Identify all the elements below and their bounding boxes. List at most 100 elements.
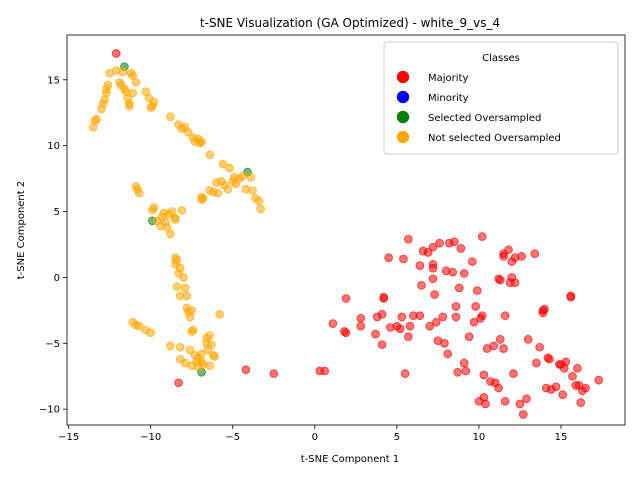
point-majority-56 (459, 358, 469, 368)
y-tick-label-0: −10 (39, 405, 60, 416)
point-majority-1 (174, 378, 183, 388)
point-majority-90 (515, 399, 525, 409)
point-majority-78 (499, 344, 508, 353)
point-majority-25 (404, 332, 413, 342)
x-tick-label-1: −10 (140, 432, 161, 443)
legend-label-minority: Minority (428, 93, 469, 104)
point-majority-29 (415, 311, 425, 320)
point-not-selected-oversampled-67 (225, 163, 234, 173)
point-not-selected-oversampled-43 (171, 215, 180, 224)
point-majority-83 (504, 245, 513, 255)
point-majority-87 (509, 369, 518, 378)
point-majority-11 (356, 321, 366, 331)
x-axis-label: t-SNE Component 1 (301, 454, 399, 465)
point-not-selected-oversampled-54 (197, 137, 206, 147)
legend-title: Classes (482, 53, 520, 64)
point-majority-74 (494, 383, 503, 393)
point-majority-59 (468, 257, 477, 266)
point-majority-76 (495, 335, 505, 344)
point-majority-17 (379, 292, 389, 302)
y-tick-label-2: 0 (54, 273, 60, 284)
point-majority-52 (453, 367, 462, 377)
point-majority-112 (566, 292, 576, 302)
point-not-selected-oversampled-25 (134, 188, 144, 198)
y-axis-label: t-SNE Component 2 (16, 181, 27, 279)
point-majority-113 (568, 371, 577, 381)
point-majority-15 (377, 310, 387, 319)
x-axis-ticks: −15 −10 −5 0 5 10 15 (58, 425, 567, 443)
point-not-selected-oversampled-87 (180, 283, 190, 293)
legend-marker-majority (396, 70, 410, 84)
legend-label-selected-oversampled: Selected Oversampled (428, 113, 541, 124)
point-majority-108 (558, 390, 567, 400)
point-not-selected-oversampled-64 (218, 159, 228, 169)
point-not-selected-oversampled-22 (131, 78, 141, 87)
point-majority-21 (395, 324, 405, 334)
point-majority-43 (438, 312, 448, 322)
point-majority-120 (594, 375, 604, 385)
point-not-selected-oversampled-118 (175, 354, 185, 364)
point-not-selected-oversampled-2 (92, 115, 101, 124)
point-majority-93 (522, 394, 531, 403)
point-majority-57 (461, 366, 471, 376)
point-not-selected-oversampled-45 (166, 112, 175, 121)
y-tick-label-4: 10 (47, 141, 60, 152)
point-majority-51 (451, 312, 461, 322)
point-not-selected-oversampled-66 (223, 184, 233, 194)
point-not-selected-oversampled-74 (246, 173, 256, 182)
y-tick-label-1: −5 (45, 339, 60, 350)
series-not-selected-oversampled (88, 66, 265, 372)
point-not-selected-oversampled-121 (192, 357, 201, 367)
point-majority-39 (430, 290, 439, 299)
point-not-selected-oversampled-98 (134, 321, 144, 331)
point-majority-100 (540, 304, 549, 314)
point-majority-55 (459, 269, 469, 278)
point-majority-19 (384, 253, 393, 262)
point-not-selected-oversampled-94 (187, 306, 197, 315)
point-majority-27 (405, 321, 415, 331)
point-majority-95 (530, 249, 540, 259)
point-not-selected-oversampled-101 (166, 341, 175, 351)
x-tick-label-4: 5 (394, 432, 400, 443)
point-majority-5 (320, 366, 329, 376)
point-not-selected-oversampled-88 (182, 291, 192, 301)
point-majority-77 (495, 275, 505, 285)
point-not-selected-oversampled-81 (172, 255, 182, 265)
point-majority-119 (581, 383, 590, 393)
point-majority-3 (269, 369, 279, 378)
point-majority-30 (415, 261, 425, 270)
point-not-selected-oversampled-78 (256, 204, 265, 214)
point-not-selected-oversampled-8 (103, 80, 113, 90)
point-majority-92 (518, 410, 528, 419)
point-not-selected-oversampled-75 (248, 186, 257, 195)
point-majority-53 (454, 283, 464, 293)
point-majority-97 (535, 342, 544, 352)
point-majority-48 (448, 267, 457, 277)
point-majority-12 (371, 329, 380, 339)
legend-entries: Majority Minority Selected Oversampled Not … (396, 70, 561, 144)
point-majority-24 (400, 369, 410, 378)
point-majority-72 (489, 341, 499, 351)
point-not-selected-oversampled-112 (210, 352, 220, 361)
point-majority-117 (576, 398, 585, 407)
point-not-selected-oversampled-13 (118, 67, 128, 77)
point-majority-91 (517, 252, 526, 261)
point-not-selected-oversampled-49 (184, 128, 193, 137)
point-not-selected-oversampled-18 (125, 101, 134, 111)
point-majority-89 (510, 278, 520, 288)
point-majority-23 (399, 254, 408, 264)
x-tick-label-6: 15 (555, 432, 568, 443)
point-majority-69 (481, 399, 490, 409)
x-tick-label-5: 10 (473, 432, 486, 443)
point-majority-14 (377, 340, 387, 349)
point-majority-61 (471, 302, 480, 311)
point-majority-0 (111, 49, 121, 58)
point-not-selected-oversampled-108 (205, 331, 215, 340)
point-majority-36 (428, 274, 438, 284)
point-majority-8 (341, 328, 351, 338)
point-majority-49 (450, 237, 459, 247)
legend-label-not-selected-oversampled: Not selected Oversampled (428, 133, 561, 144)
point-majority-105 (551, 382, 561, 392)
point-not-selected-oversampled-30 (149, 97, 159, 107)
point-not-selected-oversampled-44 (177, 205, 187, 215)
